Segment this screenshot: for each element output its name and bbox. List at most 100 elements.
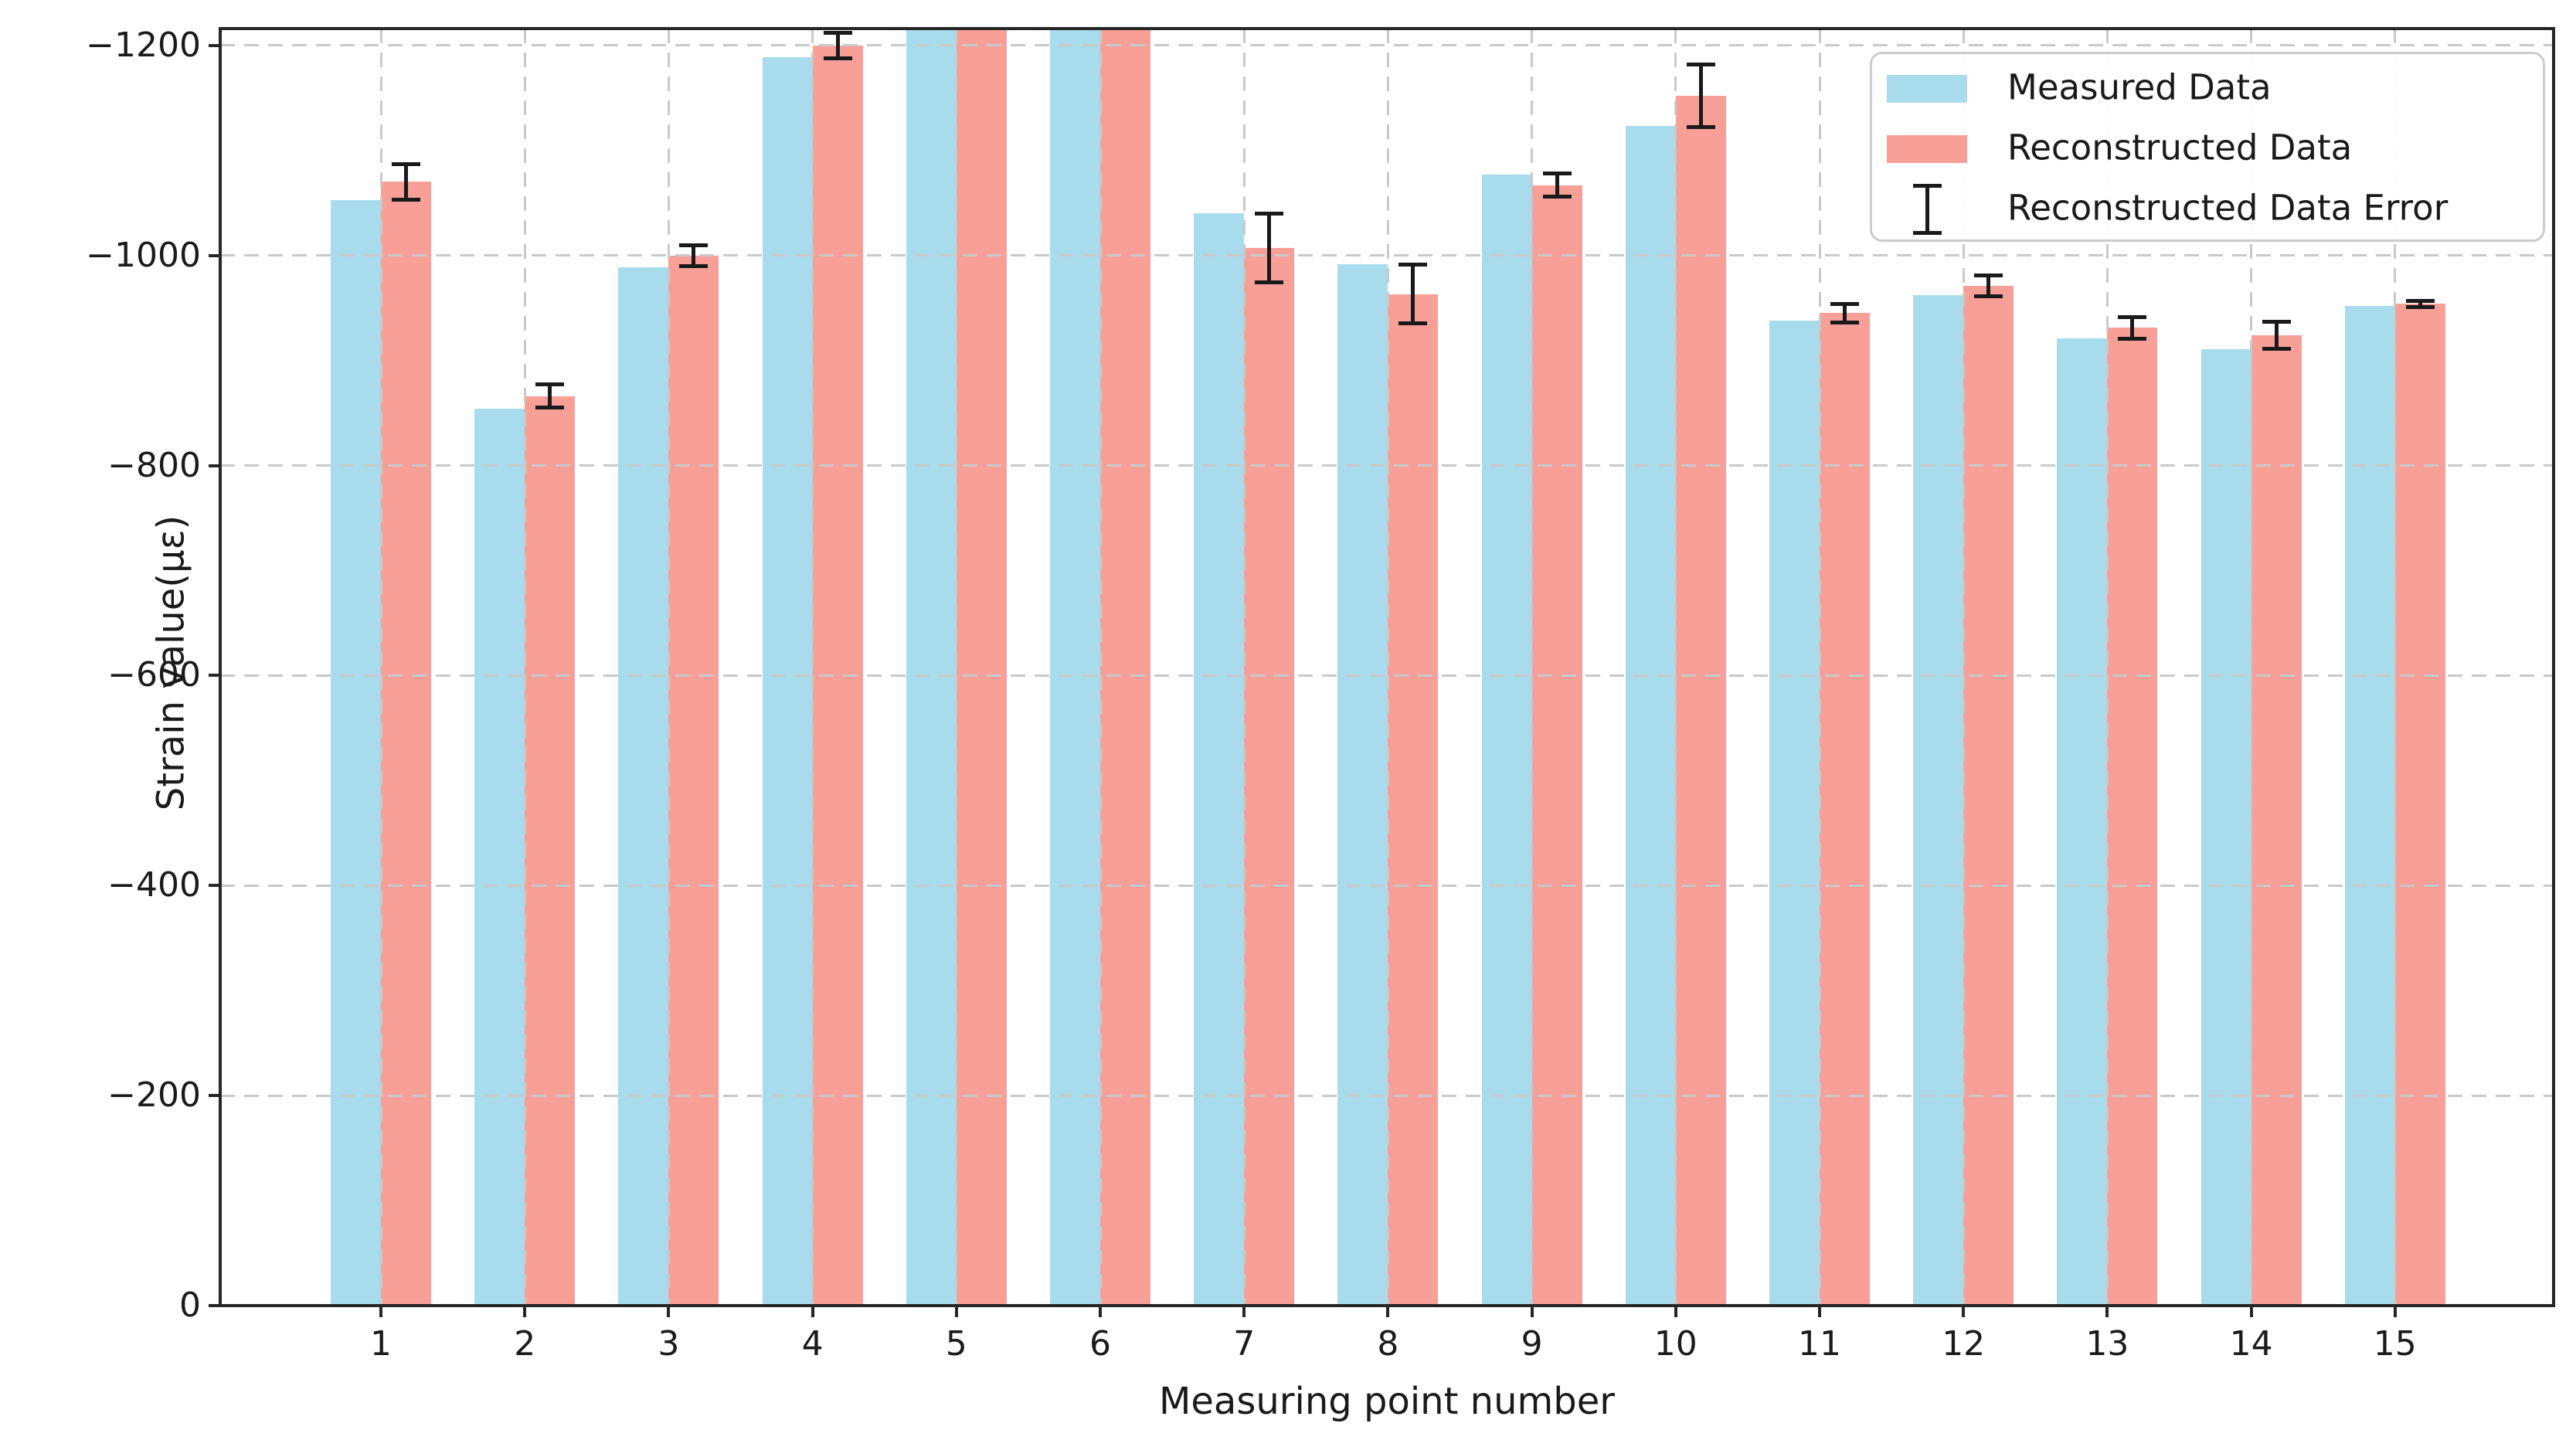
error-bar-cap <box>1398 321 1428 326</box>
bar-measured <box>906 29 957 1306</box>
x-gridline <box>811 29 814 1306</box>
x-tick-label: 1 <box>370 1324 392 1364</box>
x-gridline <box>1962 29 1965 1306</box>
bar-measured <box>1913 295 1964 1306</box>
error-bar-cap <box>1974 273 2003 277</box>
y-tick-mark <box>209 884 220 888</box>
legend-label: Reconstructed Data Error <box>2007 187 2449 229</box>
x-tick-label: 11 <box>1798 1324 1841 1364</box>
error-bar-cap <box>823 56 852 60</box>
error-bar-cap <box>1974 294 2003 299</box>
y-tick-label: 0 <box>179 1286 201 1325</box>
bar-measured <box>474 409 525 1306</box>
x-gridline <box>1818 29 1821 1306</box>
x-tick-label: 15 <box>2373 1324 2417 1364</box>
error-bar-cap <box>2262 347 2291 352</box>
legend-swatch-reconstructed <box>1887 135 1967 163</box>
bar-reconstructed <box>525 396 576 1306</box>
x-tick-mark <box>1674 1306 1677 1317</box>
x-tick-mark <box>1099 1306 1102 1317</box>
legend-item: Measured Data <box>1872 59 2543 119</box>
error-bar <box>1698 64 1703 127</box>
x-tick-label: 9 <box>1521 1324 1543 1364</box>
plot-spine-bottom <box>220 1304 2554 1307</box>
error-bar-cap <box>392 161 420 166</box>
error-bar-cap <box>1686 125 1715 130</box>
x-tick-label: 4 <box>801 1324 824 1364</box>
bar-reconstructed <box>1531 185 1582 1306</box>
error-bar-cap <box>2118 336 2147 341</box>
x-tick-label: 14 <box>2229 1324 2273 1364</box>
bar-reconstructed <box>668 255 719 1306</box>
x-gridline <box>1386 29 1389 1306</box>
x-gridline <box>1531 29 1534 1306</box>
x-tick-label: 5 <box>945 1324 967 1364</box>
plot-spine-right <box>2552 27 2555 1307</box>
bar-measured <box>1625 126 1676 1306</box>
bar-measured <box>618 267 669 1306</box>
error-bar-cap <box>679 263 709 268</box>
x-tick-label: 10 <box>1653 1324 1698 1364</box>
error-bar <box>548 384 552 408</box>
error-bar-cap <box>2118 315 2147 320</box>
legend-item: Reconstructed Data Error <box>1872 179 2543 239</box>
x-tick-label: 12 <box>1942 1324 1986 1364</box>
bar-measured <box>1481 174 1532 1306</box>
error-bar <box>835 32 840 59</box>
bar-reconstructed <box>2394 304 2445 1306</box>
error-bar <box>1555 173 1559 197</box>
error-bar-cap <box>1830 301 1859 306</box>
x-gridline <box>2394 29 2397 1306</box>
y-tick-label: −1000 <box>86 235 201 275</box>
bar-reconstructed <box>2107 328 2158 1306</box>
error-bar <box>2130 317 2135 339</box>
x-tick-mark <box>379 1306 382 1317</box>
error-bar-cap <box>1542 195 1572 199</box>
x-tick-mark <box>1242 1306 1246 1317</box>
x-gridline <box>2105 29 2109 1306</box>
bar-measured <box>1337 263 1388 1306</box>
x-gridline <box>1674 29 1677 1306</box>
error-bar-cap <box>535 382 565 387</box>
x-tick-mark <box>1962 1306 1966 1317</box>
x-tick-label: 3 <box>658 1324 680 1364</box>
error-bar-cap <box>1542 172 1572 176</box>
error-bar <box>2418 301 2422 307</box>
legend-label: Measured Data <box>2007 66 2272 108</box>
bar-reconstructed <box>1244 248 1295 1306</box>
bar-measured <box>2057 338 2108 1306</box>
x-tick-mark <box>523 1306 527 1317</box>
bar-reconstructed <box>956 29 1007 1306</box>
bar-measured <box>2200 348 2251 1306</box>
bar-reconstructed <box>1820 313 1870 1306</box>
error-bar-cap <box>2405 298 2435 303</box>
y-tick-mark <box>209 1094 220 1098</box>
legend: Measured Data Reconstructed Data Reconstru… <box>1870 52 2545 242</box>
error-bar-cap <box>1398 263 1428 267</box>
plot-spine-left <box>219 27 222 1307</box>
error-bar <box>1267 213 1272 283</box>
y-tick-mark <box>209 43 220 47</box>
x-tick-label: 8 <box>1377 1324 1399 1364</box>
legend-swatch-measured <box>1887 75 1967 103</box>
error-bar-cap <box>679 243 709 247</box>
x-tick-mark <box>1386 1306 1390 1317</box>
y-tick-label: −400 <box>107 865 201 905</box>
x-tick-label: 13 <box>2085 1324 2129 1364</box>
x-tick-mark <box>1530 1306 1534 1317</box>
bar-measured <box>1194 213 1245 1306</box>
y-tick-label: −1200 <box>86 25 201 65</box>
y-tick-mark <box>209 1304 220 1307</box>
error-bar <box>2274 321 2279 349</box>
bar-reconstructed <box>1100 29 1150 1306</box>
error-bar <box>1411 264 1415 324</box>
x-axis-label: Measuring point number <box>1158 1380 1615 1423</box>
bar-reconstructed <box>2251 335 2302 1306</box>
x-gridline <box>1242 29 1246 1306</box>
bar-measured <box>1769 320 1820 1306</box>
bar-measured <box>762 56 813 1306</box>
x-gridline <box>523 29 526 1306</box>
x-tick-mark <box>2249 1306 2253 1317</box>
y-tick-label: −600 <box>107 655 201 695</box>
x-tick-label: 2 <box>514 1324 536 1364</box>
